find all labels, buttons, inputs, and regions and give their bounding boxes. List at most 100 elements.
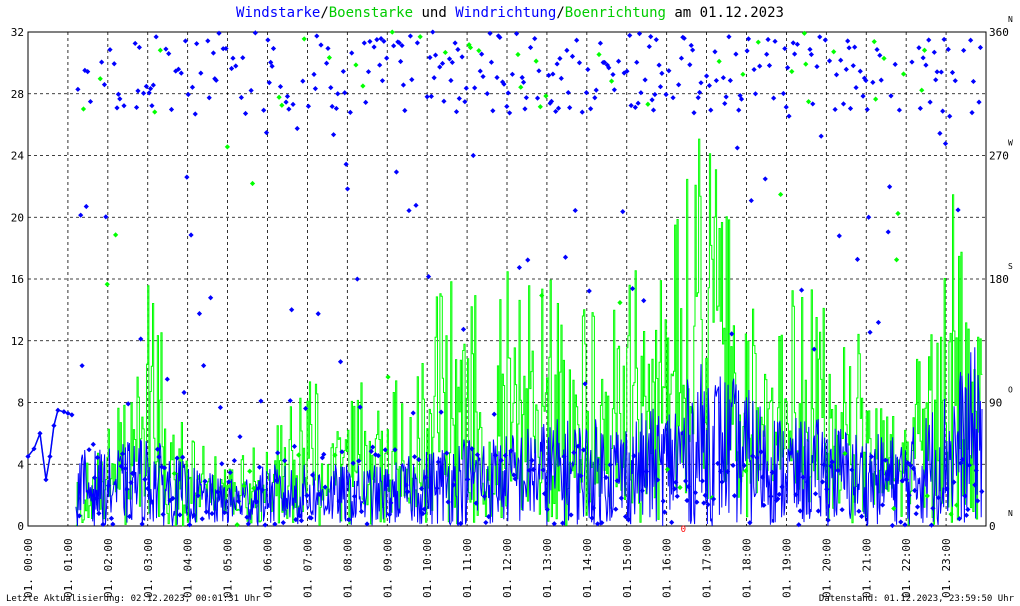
x-tick-label: 01. 03:00 (142, 538, 155, 598)
direction-point (90, 441, 96, 448)
direction-point (346, 517, 352, 523)
direction-point (699, 478, 705, 484)
direction-point (900, 71, 907, 77)
direction-point (562, 254, 569, 260)
title-part: am 01.12.2023 (666, 5, 784, 21)
direction-point (287, 398, 293, 404)
direction-point (601, 59, 608, 66)
direction-point (895, 210, 901, 217)
direction-point (145, 485, 151, 492)
direction-point (734, 145, 740, 151)
chart-title: Windstarke/Boenstarke und Windrichtung/B… (236, 5, 784, 21)
direction-point (548, 98, 555, 104)
direction-point (825, 517, 831, 523)
direction-point (188, 232, 194, 238)
direction-point (343, 161, 349, 167)
direction-point (805, 99, 812, 105)
direction-point (968, 37, 974, 43)
title-part: und (413, 5, 455, 21)
direction-point (833, 72, 840, 78)
direction-point (949, 69, 956, 76)
direction-point (933, 77, 939, 83)
direction-point (177, 512, 183, 518)
direction-point (727, 77, 733, 84)
direction-point (69, 412, 75, 418)
direction-point (425, 274, 432, 280)
direction-point (398, 58, 404, 65)
direction-point (690, 47, 696, 53)
direction-point (140, 90, 147, 96)
direction-point (625, 516, 631, 523)
direction-point (646, 43, 652, 50)
direction-point (118, 463, 124, 469)
direction-point (551, 521, 557, 527)
direction-point (379, 78, 386, 84)
x-tick-label: 01. 08:00 (341, 538, 354, 598)
direction-point (439, 60, 446, 67)
direction-point (310, 472, 316, 478)
direction-point (356, 458, 362, 464)
direction-point (111, 61, 117, 67)
direction-point (973, 467, 979, 474)
direction-point (269, 63, 275, 69)
direction-point (790, 40, 796, 46)
direction-point (187, 522, 193, 528)
direction-point (649, 97, 655, 103)
direction-point (924, 493, 930, 499)
direction-point (378, 36, 384, 42)
direction-point (712, 49, 718, 55)
direction-point (588, 106, 594, 112)
direction-point (878, 77, 884, 83)
y-right-tick-label: 180 (989, 273, 1009, 286)
x-tick-label: 01. 02:00 (102, 538, 115, 598)
direction-point (926, 37, 932, 43)
direction-point (891, 505, 897, 512)
direction-point (764, 51, 770, 57)
direction-point (256, 464, 263, 470)
direction-point (565, 89, 571, 96)
direction-point (432, 52, 439, 58)
direction-point (719, 479, 725, 485)
direction-point (217, 404, 223, 411)
direction-point (157, 47, 163, 53)
direction-point (617, 300, 623, 306)
direction-point (382, 447, 388, 453)
direction-point (175, 66, 182, 72)
direction-point (491, 411, 497, 417)
direction-point (416, 457, 422, 463)
direction-point (518, 84, 524, 90)
x-tick-label: 01. 00:00 (22, 538, 35, 598)
direction-point (966, 462, 972, 468)
direction-point (796, 522, 802, 528)
direction-point (65, 410, 71, 416)
direction-point (664, 466, 671, 472)
direction-point (557, 55, 563, 62)
direction-point (126, 513, 133, 520)
direction-point (543, 93, 549, 99)
direction-point (913, 511, 919, 517)
direction-point (342, 90, 348, 96)
compass-label: W (1008, 139, 1013, 148)
direction-point (965, 506, 971, 513)
direction-point (354, 276, 360, 282)
direction-point (818, 133, 824, 139)
direction-point (283, 99, 289, 105)
direction-point (249, 180, 256, 187)
direction-point (648, 34, 654, 40)
direction-point (736, 107, 742, 113)
direction-point (340, 68, 346, 75)
direction-point (120, 451, 126, 457)
direction-point (785, 65, 791, 71)
compass-label: N (1008, 15, 1013, 24)
direction-point (898, 519, 904, 525)
direction-point (107, 47, 113, 53)
direction-point (487, 30, 493, 36)
x-tick-label: 01. 15:00 (621, 538, 634, 598)
direction-point (392, 447, 398, 453)
direction-point (93, 495, 99, 502)
direction-point (650, 107, 657, 113)
direction-point (462, 99, 468, 105)
direction-point (744, 48, 750, 54)
direction-point (861, 75, 868, 81)
direction-point (903, 477, 909, 483)
